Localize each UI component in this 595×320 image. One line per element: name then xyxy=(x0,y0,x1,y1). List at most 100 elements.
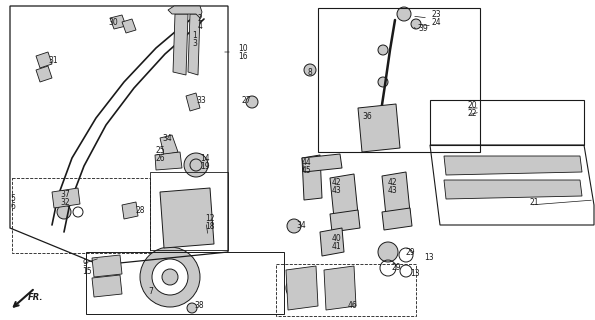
Polygon shape xyxy=(330,174,358,218)
Text: 36: 36 xyxy=(362,111,372,121)
Text: 37: 37 xyxy=(60,189,70,198)
Circle shape xyxy=(536,183,544,191)
Text: 13: 13 xyxy=(424,253,434,262)
Circle shape xyxy=(572,183,580,191)
Polygon shape xyxy=(173,14,188,75)
Circle shape xyxy=(496,159,504,167)
Circle shape xyxy=(152,259,188,295)
Circle shape xyxy=(304,64,316,76)
Polygon shape xyxy=(382,208,412,230)
Bar xyxy=(150,172,228,250)
Circle shape xyxy=(162,269,178,285)
Text: 10: 10 xyxy=(238,44,248,52)
Text: 34: 34 xyxy=(296,220,306,229)
Text: 34: 34 xyxy=(162,133,172,142)
Circle shape xyxy=(378,242,398,262)
Circle shape xyxy=(572,159,580,167)
Circle shape xyxy=(378,111,388,121)
Polygon shape xyxy=(382,172,410,216)
Text: 27: 27 xyxy=(242,95,252,105)
Circle shape xyxy=(57,205,71,219)
Text: 42: 42 xyxy=(332,178,342,187)
Circle shape xyxy=(456,183,464,191)
Text: 38: 38 xyxy=(194,300,203,309)
Text: 6: 6 xyxy=(10,202,15,211)
Text: 1: 1 xyxy=(192,30,197,39)
Polygon shape xyxy=(330,210,360,232)
Circle shape xyxy=(378,77,388,87)
Text: 26: 26 xyxy=(155,154,165,163)
Text: 13: 13 xyxy=(410,269,419,278)
Circle shape xyxy=(181,221,189,229)
Text: 7: 7 xyxy=(148,287,153,297)
Circle shape xyxy=(378,45,388,55)
Text: 22: 22 xyxy=(468,108,478,117)
Text: 40: 40 xyxy=(332,234,342,243)
Polygon shape xyxy=(444,180,582,199)
Polygon shape xyxy=(160,135,178,155)
Text: 4: 4 xyxy=(198,21,203,30)
Text: 45: 45 xyxy=(302,165,312,174)
Polygon shape xyxy=(444,156,582,175)
Text: 33: 33 xyxy=(196,95,206,105)
Text: 32: 32 xyxy=(60,197,70,206)
Circle shape xyxy=(246,96,258,108)
Text: 39: 39 xyxy=(418,23,428,33)
Text: 29: 29 xyxy=(406,247,416,257)
Text: 9: 9 xyxy=(82,260,87,268)
Polygon shape xyxy=(286,266,318,310)
Text: 2: 2 xyxy=(198,13,203,22)
Circle shape xyxy=(536,159,544,167)
Text: 3: 3 xyxy=(192,38,197,47)
Text: 16: 16 xyxy=(238,52,248,60)
Text: 21: 21 xyxy=(530,197,540,206)
Text: 43: 43 xyxy=(332,186,342,195)
Polygon shape xyxy=(92,255,122,277)
Polygon shape xyxy=(302,155,322,200)
Bar xyxy=(276,264,416,316)
Text: 30: 30 xyxy=(108,18,118,27)
Circle shape xyxy=(286,276,310,300)
Text: 43: 43 xyxy=(388,186,397,195)
Text: 8: 8 xyxy=(308,68,313,76)
Circle shape xyxy=(411,19,421,29)
Circle shape xyxy=(326,276,350,300)
Circle shape xyxy=(187,303,197,313)
Polygon shape xyxy=(188,14,200,75)
Polygon shape xyxy=(122,19,136,33)
Polygon shape xyxy=(186,93,200,111)
Circle shape xyxy=(378,139,388,149)
Polygon shape xyxy=(92,275,122,297)
Text: 23: 23 xyxy=(432,10,441,19)
Text: 42: 42 xyxy=(388,178,397,187)
Circle shape xyxy=(496,183,504,191)
Circle shape xyxy=(140,247,200,307)
Text: 19: 19 xyxy=(200,162,209,171)
Polygon shape xyxy=(36,66,52,82)
Polygon shape xyxy=(168,6,202,18)
Circle shape xyxy=(456,159,464,167)
Circle shape xyxy=(364,114,392,142)
Text: 24: 24 xyxy=(432,18,441,27)
Text: FR.: FR. xyxy=(28,293,43,302)
Text: 46: 46 xyxy=(348,300,358,309)
Text: 15: 15 xyxy=(82,268,92,276)
Text: 44: 44 xyxy=(302,157,312,166)
Text: 5: 5 xyxy=(10,194,15,203)
Bar xyxy=(86,252,284,314)
Circle shape xyxy=(184,153,208,177)
Text: 41: 41 xyxy=(332,242,342,251)
Text: 14: 14 xyxy=(200,154,209,163)
Polygon shape xyxy=(52,188,80,208)
Circle shape xyxy=(287,219,301,233)
Polygon shape xyxy=(36,52,52,68)
Polygon shape xyxy=(320,228,344,256)
Polygon shape xyxy=(160,188,214,248)
Circle shape xyxy=(397,7,411,21)
Text: 28: 28 xyxy=(136,205,146,214)
Polygon shape xyxy=(302,154,342,172)
Polygon shape xyxy=(324,266,356,310)
Text: 20: 20 xyxy=(468,100,478,109)
Text: 25: 25 xyxy=(155,146,165,155)
Bar xyxy=(12,178,150,253)
